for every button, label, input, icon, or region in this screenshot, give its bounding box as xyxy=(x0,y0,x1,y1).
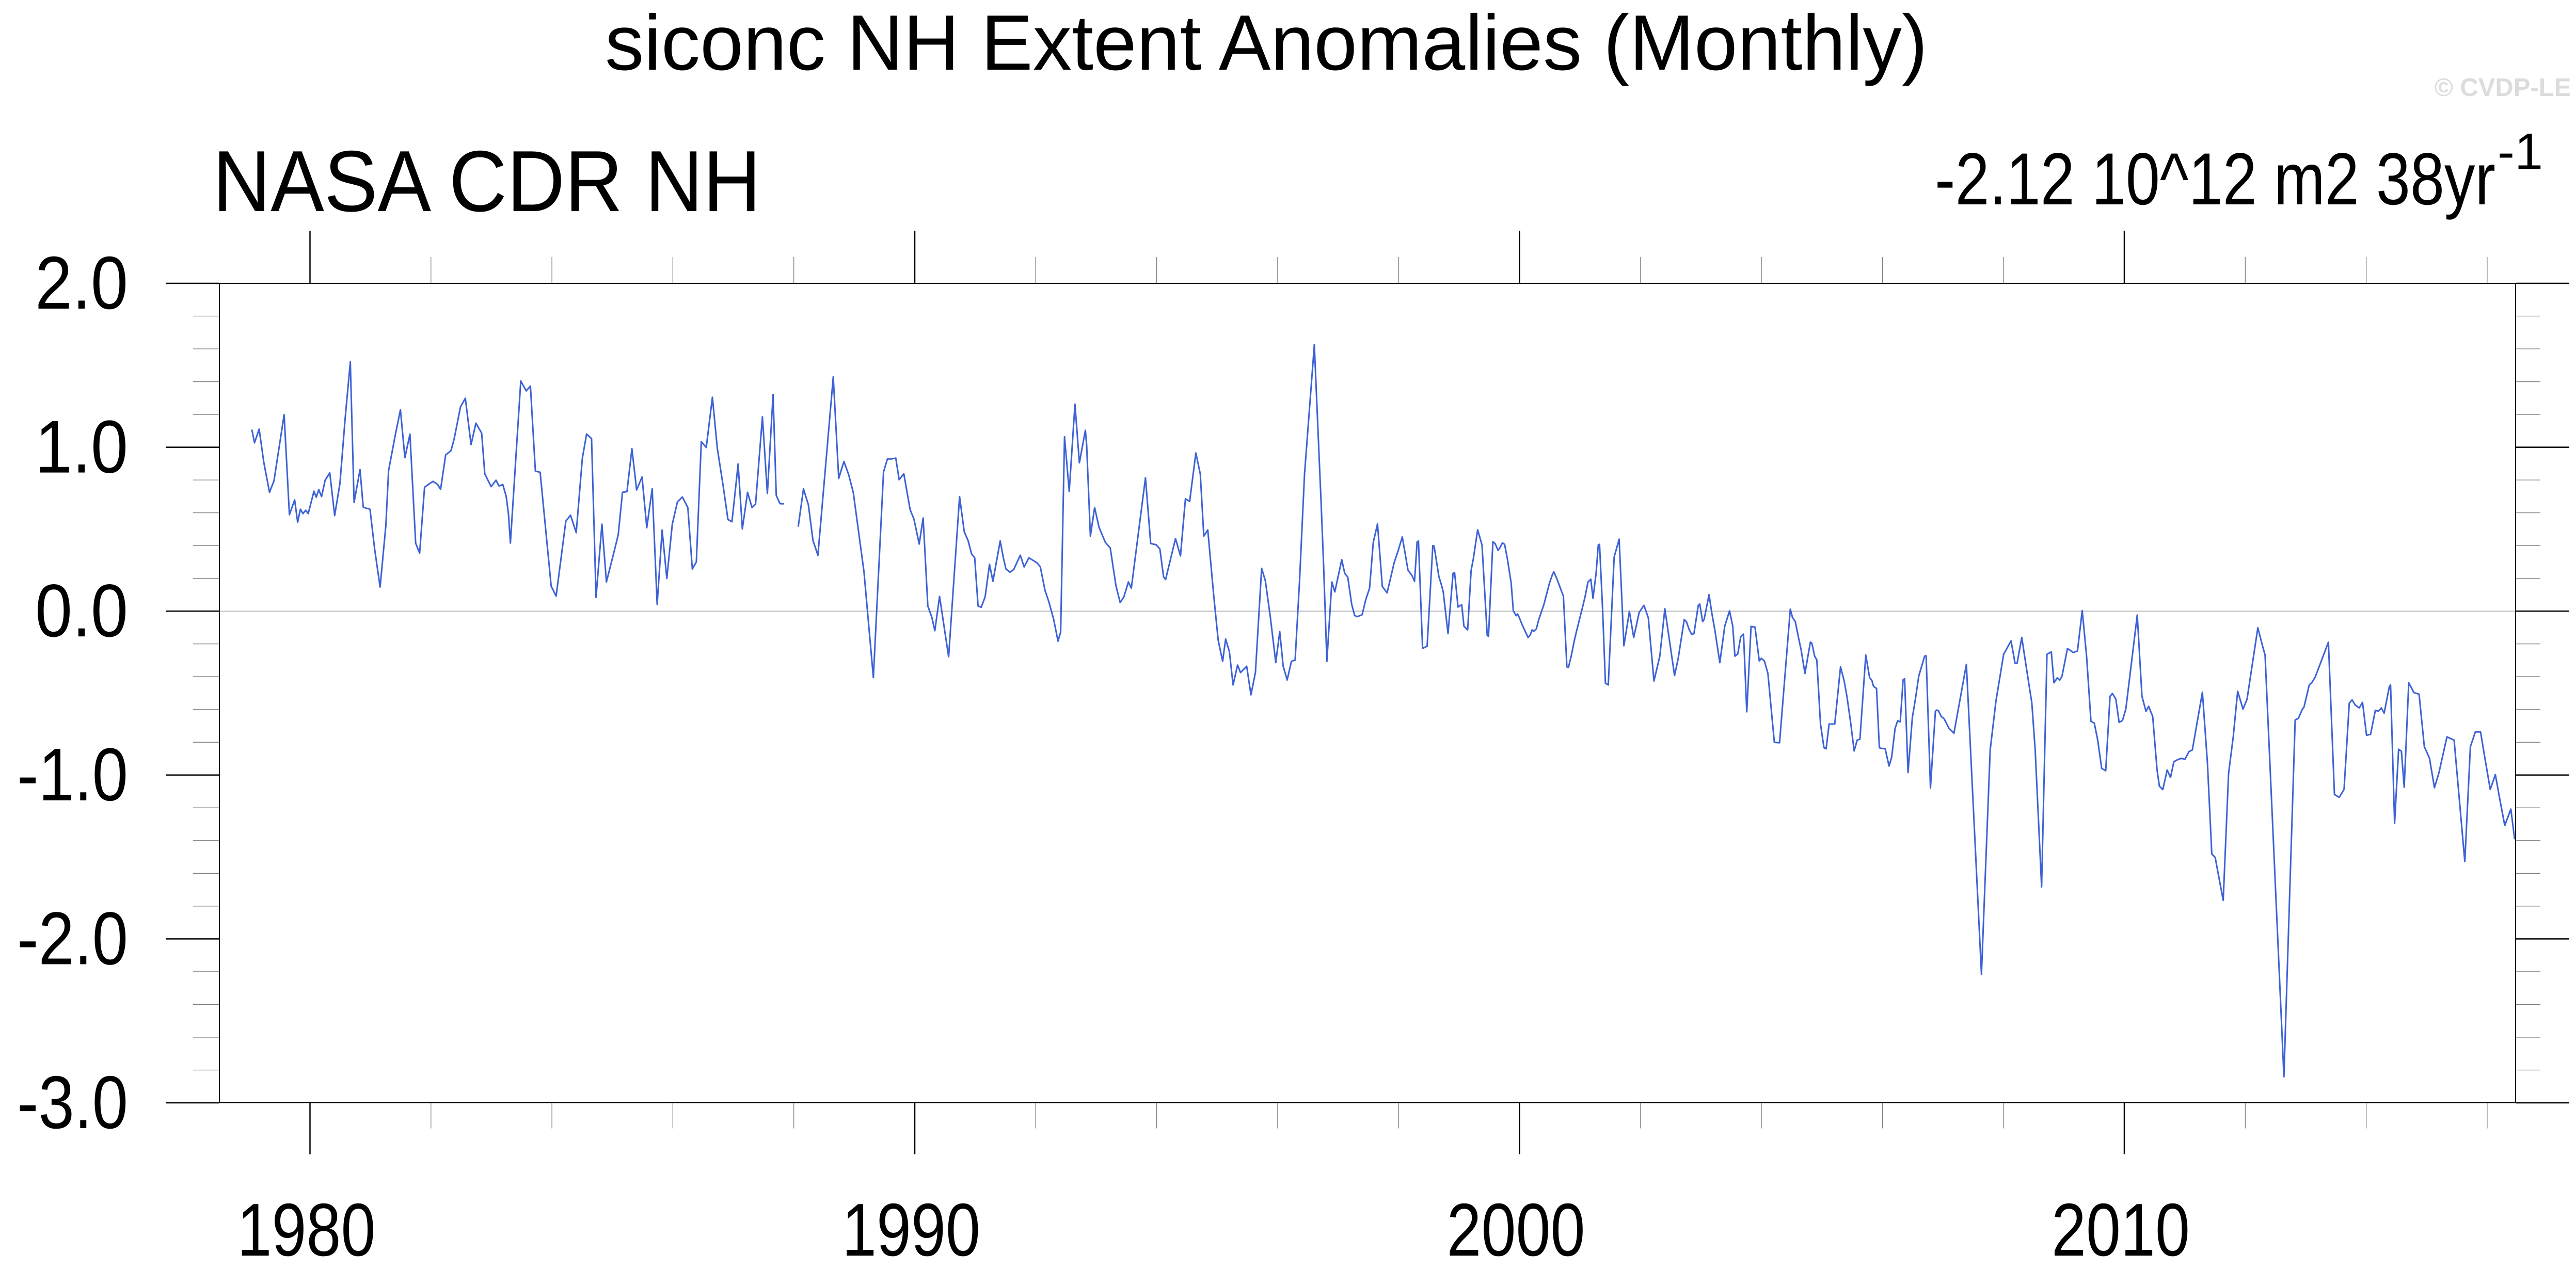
svg-text:-2.12 10^12 m2 38yr: -2.12 10^12 m2 38yr xyxy=(1935,138,2495,220)
svg-text:© CVDP-LE: © CVDP-LE xyxy=(2435,74,2571,102)
svg-text:2000: 2000 xyxy=(1447,1188,1585,1269)
svg-text:-2.0: -2.0 xyxy=(17,896,128,980)
svg-text:1980: 1980 xyxy=(237,1188,376,1269)
svg-text:0.0: 0.0 xyxy=(35,569,128,652)
svg-text:siconc NH Extent Anomalies (Mo: siconc NH Extent Anomalies (Monthly) xyxy=(605,0,1928,87)
svg-text:-1.0: -1.0 xyxy=(17,733,128,816)
svg-text:-3.0: -3.0 xyxy=(17,1061,128,1144)
svg-text:1990: 1990 xyxy=(842,1188,980,1269)
svg-text:2010: 2010 xyxy=(2052,1188,2190,1269)
svg-text:1.0: 1.0 xyxy=(35,405,128,489)
svg-text:2.0: 2.0 xyxy=(35,241,128,325)
svg-text:-1: -1 xyxy=(2498,123,2543,181)
svg-text:NASA CDR NH: NASA CDR NH xyxy=(213,133,761,230)
